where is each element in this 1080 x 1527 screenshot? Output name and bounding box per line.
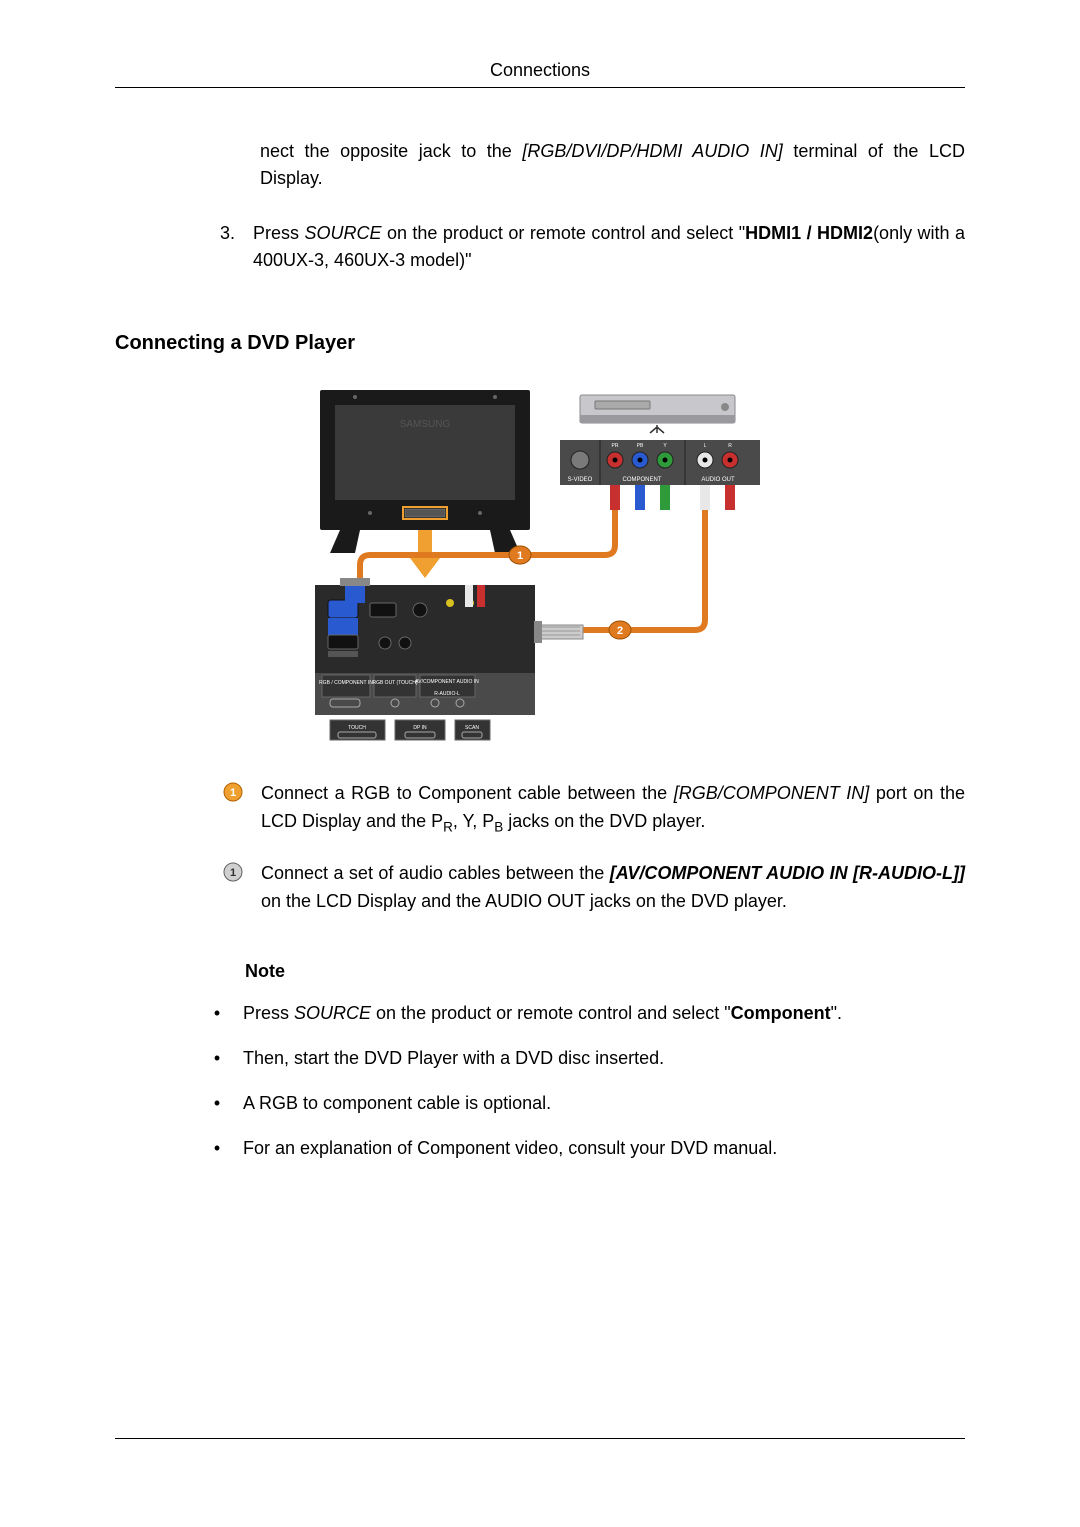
svg-text:R-AUDIO-L: R-AUDIO-L <box>434 691 460 697</box>
term-rgb-dvi-dp-hdmi: [RGB/DVI/DP/HDMI AUDIO IN] <box>522 141 782 161</box>
bullet-dot-icon: • <box>213 1045 221 1072</box>
diagram-container: SAMSUNG <box>115 385 965 745</box>
svg-text:L: L <box>704 443 707 449</box>
step-3-number: 3. <box>220 220 235 274</box>
text: on the product or remote control and sel… <box>371 1003 731 1023</box>
lcd-rear-panel: RGB / COMPONENT IN RGB OUT (TOUCH) AV/CO… <box>315 578 583 740</box>
note-bullet-4: • For an explanation of Component video,… <box>213 1135 965 1162</box>
bullet-dot-icon: • <box>213 1135 221 1162</box>
icon-step-1-text: Connect a RGB to Component cable between… <box>261 780 965 838</box>
source-keyword: SOURCE <box>294 1003 371 1023</box>
callout-1: 1 <box>509 546 531 564</box>
icon-step-2-text: Connect a set of audio cables between th… <box>261 860 965 916</box>
note-bullet-3-text: A RGB to component cable is optional. <box>243 1090 965 1117</box>
svg-text:SCAN: SCAN <box>465 725 479 731</box>
note-bullet-2-text: Then, start the DVD Player with a DVD di… <box>243 1045 965 1072</box>
svg-text:1: 1 <box>230 867 236 879</box>
callout-1-icon: 1 <box>223 782 243 802</box>
svg-text:1: 1 <box>230 787 236 799</box>
svg-text:R: R <box>728 443 732 449</box>
dvd-player-icon <box>580 395 735 433</box>
note-bullet-3: • A RGB to component cable is optional. <box>213 1090 965 1117</box>
text: on the LCD Display and the AUDIO OUT jac… <box>261 891 787 911</box>
text: , Y, P <box>453 811 494 831</box>
svg-text:1: 1 <box>517 550 523 562</box>
bullet-dot-icon: • <box>213 1000 221 1027</box>
text: ". <box>831 1003 842 1023</box>
dvd-rear-panel: PR PB Y L R S-VIDEO COMPONENT AUDIO OUT <box>560 440 760 485</box>
term-rgb-component-in: [RGB/COMPONENT IN] <box>674 783 870 803</box>
svg-text:TOUCH: TOUCH <box>348 725 366 731</box>
svg-text:AUDIO OUT: AUDIO OUT <box>701 477 735 483</box>
svg-text:2: 2 <box>617 625 623 637</box>
note-bullet-1: • Press SOURCE on the product or remote … <box>213 1000 965 1027</box>
sub-r: R <box>443 819 453 834</box>
footer-rule <box>115 1438 965 1439</box>
header-rule <box>115 87 965 88</box>
text: Connect a set of audio cables between th… <box>261 863 610 883</box>
page-header-title: Connections <box>115 60 965 81</box>
svg-text:RGB OUT (TOUCH): RGB OUT (TOUCH) <box>372 680 417 686</box>
page: Connections nect the opposite jack to th… <box>0 0 1080 1527</box>
sub-b: B <box>494 819 503 834</box>
text: Press <box>243 1003 294 1023</box>
note-heading: Note <box>245 961 965 982</box>
note-bullet-1-text: Press SOURCE on the product or remote co… <box>243 1000 965 1027</box>
text: Press <box>253 223 304 243</box>
svg-text:AV/COMPONENT AUDIO IN: AV/COMPONENT AUDIO IN <box>415 679 479 685</box>
icon-step-2: 1 Connect a set of audio cables between … <box>223 860 965 916</box>
icon-step-1: 1 Connect a RGB to Component cable betwe… <box>223 780 965 838</box>
svg-text:COMPONENT: COMPONENT <box>623 477 662 483</box>
component-keyword: Component <box>731 1003 831 1023</box>
svg-text:PB: PB <box>637 443 644 449</box>
monitor-icon: SAMSUNG <box>320 390 530 553</box>
text: jacks on the DVD player. <box>503 811 705 831</box>
connection-diagram: SAMSUNG <box>310 385 770 745</box>
svg-text:S-VIDEO: S-VIDEO <box>568 477 593 483</box>
svg-text:RGB / COMPONENT IN: RGB / COMPONENT IN <box>319 680 373 686</box>
note-bullet-4-text: For an explanation of Component video, c… <box>243 1135 965 1162</box>
source-keyword: SOURCE <box>304 223 381 243</box>
note-bullet-list: • Press SOURCE on the product or remote … <box>213 1000 965 1162</box>
icon-list: 1 Connect a RGB to Component cable betwe… <box>223 780 965 916</box>
step-3-text: Press SOURCE on the product or remote co… <box>253 220 965 274</box>
text: nect the opposite jack to the <box>260 141 522 161</box>
svg-text:PR: PR <box>612 443 619 449</box>
note-bullet-2: • Then, start the DVD Player with a DVD … <box>213 1045 965 1072</box>
callout-2: 2 <box>609 621 631 639</box>
callout-2-icon: 1 <box>223 862 243 882</box>
step-3: 3. Press SOURCE on the product or remote… <box>220 220 965 274</box>
section-heading-dvd: Connecting a DVD Player <box>115 332 965 355</box>
svg-text:DP IN: DP IN <box>413 725 427 731</box>
term-av-component-audio-in: [AV/COMPONENT AUDIO IN [R-AUDIO-L]] <box>610 863 965 883</box>
text: on the product or remote control and sel… <box>382 223 746 243</box>
continued-paragraph: nect the opposite jack to the [RGB/DVI/D… <box>260 138 965 192</box>
hdmi-label: HDMI1 / HDMI2 <box>745 223 873 243</box>
svg-text:SAMSUNG: SAMSUNG <box>400 419 451 430</box>
bullet-dot-icon: • <box>213 1090 221 1117</box>
text: Connect a RGB to Component cable between… <box>261 783 674 803</box>
